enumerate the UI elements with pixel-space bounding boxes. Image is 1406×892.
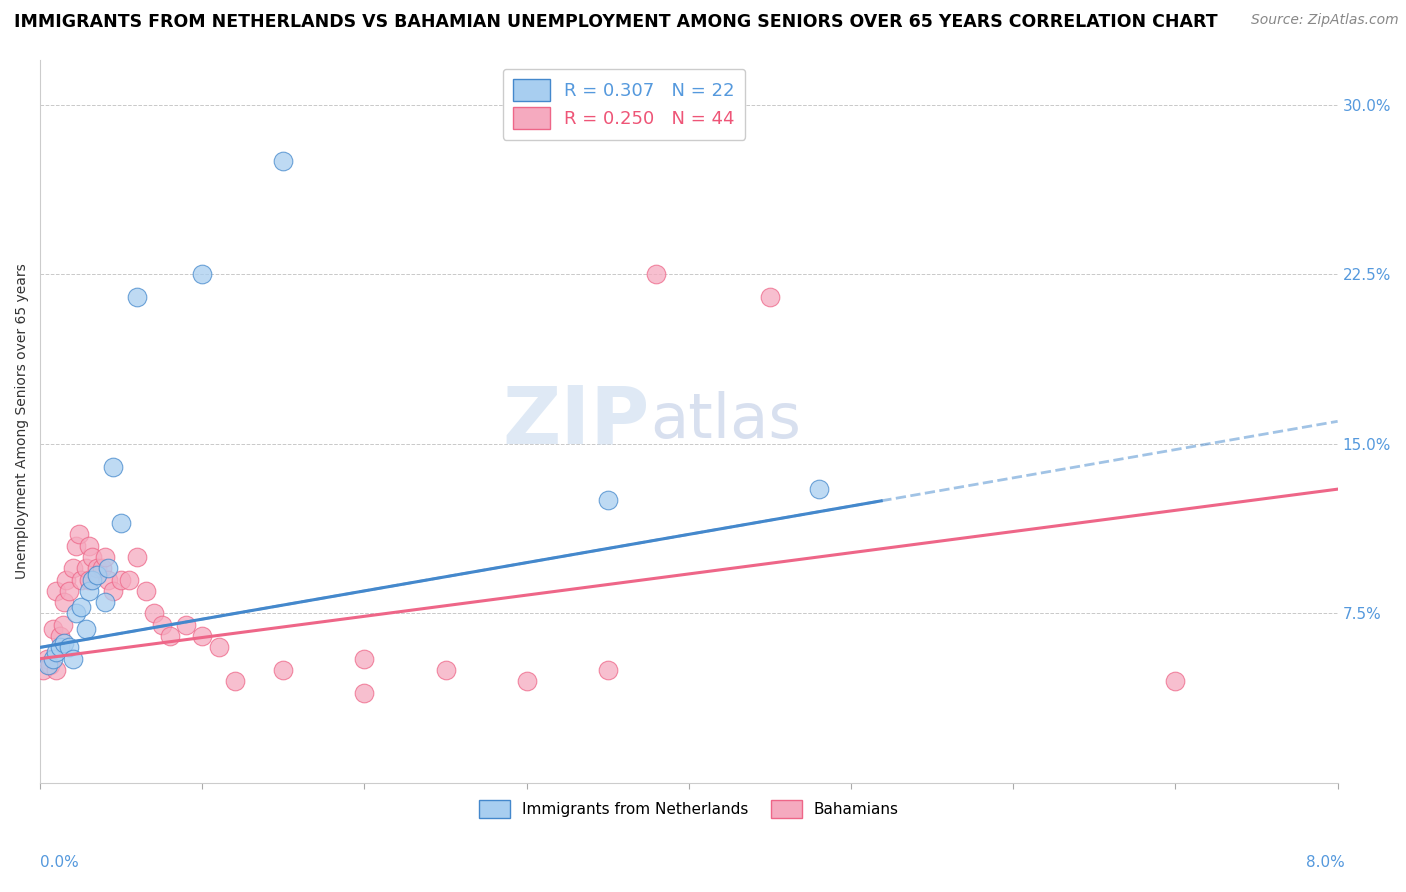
Point [596,663,619,677]
Point [191,268,214,282]
Point [90,561,112,575]
Point [42,623,65,637]
Point [75,623,97,637]
Point [80,573,103,587]
Text: 0.0%: 0.0% [41,855,79,870]
Point [127,549,149,564]
Point [434,663,457,677]
Point [135,583,157,598]
Point [159,629,181,643]
Text: ZIP: ZIP [503,383,650,460]
Point [45,645,67,659]
Point [42,651,65,665]
Point [80,549,103,564]
Point [77,573,100,587]
Point [150,617,173,632]
Point [37,658,59,673]
Point [69,599,91,614]
Point [207,640,229,655]
Point [77,583,100,598]
Point [53,595,76,609]
Point [645,268,668,282]
Point [53,636,76,650]
Point [101,583,124,598]
Point [110,516,132,530]
Point [174,617,197,632]
Point [32,663,55,677]
Point [142,607,165,621]
Point [45,663,67,677]
Point [110,573,132,587]
Point [273,154,295,169]
Point [353,685,375,699]
Point [224,674,246,689]
Point [516,674,538,689]
Text: IMMIGRANTS FROM NETHERLANDS VS BAHAMIAN UNEMPLOYMENT AMONG SENIORS OVER 65 YEARS: IMMIGRANTS FROM NETHERLANDS VS BAHAMIAN … [14,13,1218,31]
Point [118,573,141,587]
Point [807,482,830,496]
Point [75,561,97,575]
Point [77,539,100,553]
Point [1164,674,1187,689]
Point [55,573,77,587]
Point [86,561,108,575]
Point [67,527,90,541]
Point [94,549,117,564]
Point [58,583,80,598]
Point [52,617,75,632]
Point [35,651,58,665]
Point [65,607,87,621]
Point [86,568,108,582]
Point [48,640,70,655]
Point [62,561,84,575]
Point [353,651,375,665]
Point [97,573,120,587]
Point [65,539,87,553]
Text: 8.0%: 8.0% [1306,855,1344,870]
Text: Source: ZipAtlas.com: Source: ZipAtlas.com [1251,13,1399,28]
Point [69,573,91,587]
Point [127,290,149,304]
Point [759,290,782,304]
Point [97,561,120,575]
Legend: Immigrants from Netherlands, Bahamians: Immigrants from Netherlands, Bahamians [471,792,907,826]
Point [94,595,117,609]
Point [45,583,67,598]
Y-axis label: Unemployment Among Seniors over 65 years: Unemployment Among Seniors over 65 years [15,263,30,579]
Point [273,663,295,677]
Point [101,459,124,474]
Point [38,658,60,673]
Text: atlas: atlas [650,392,801,451]
Point [48,629,70,643]
Point [62,651,84,665]
Point [191,629,214,643]
Point [596,493,619,508]
Point [58,640,80,655]
